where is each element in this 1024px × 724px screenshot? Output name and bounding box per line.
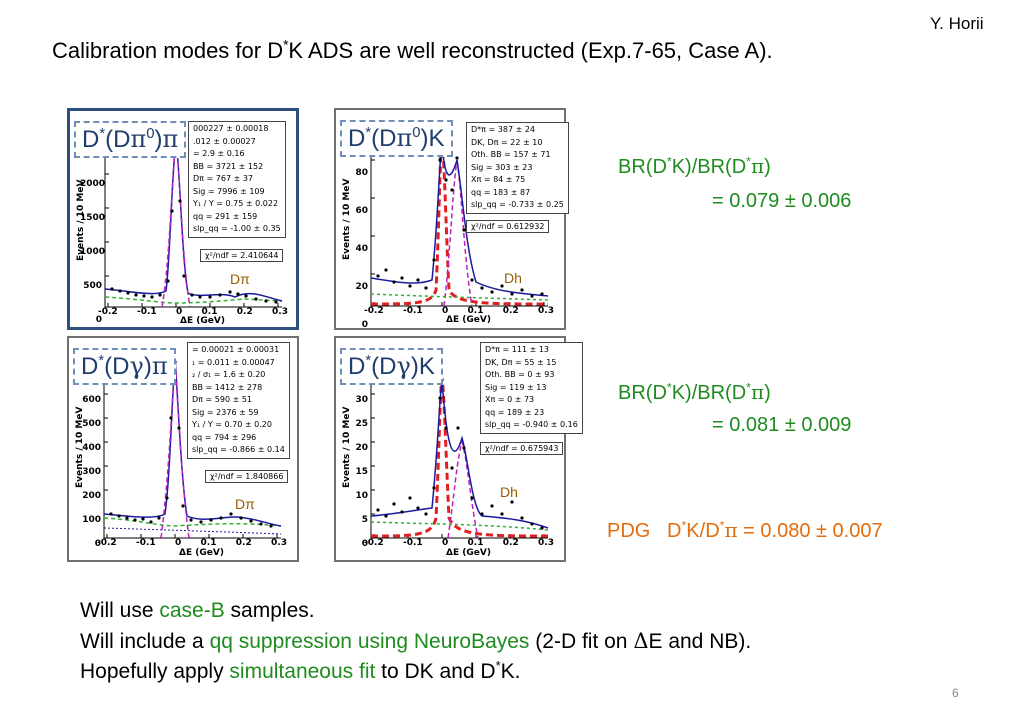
fit-curve bbox=[103, 357, 282, 527]
note-1: Will use case-B samples. bbox=[80, 599, 315, 622]
bkg-curve bbox=[370, 521, 549, 531]
ratio-2-label: BR(D*K)/BR(D*π) bbox=[618, 380, 771, 404]
author-name: Y. Horii bbox=[930, 14, 984, 33]
y-tick-labels: 2000 1500 1000 500 0 bbox=[80, 179, 106, 325]
plot-panel-dgamma-k: Events / 10 MeV ΔE (GeV) -0.2 -0.1 0 0.1 0.2… bbox=[334, 336, 583, 562]
x-tick-labels: -0.2 -0.1 0 0.1 0.2 0.3 bbox=[97, 538, 287, 548]
signal-curve bbox=[160, 363, 190, 539]
chi2-box: χ²/ndf = 0.675943 bbox=[480, 442, 564, 455]
mode-label: D*(Dγ)π bbox=[73, 348, 176, 385]
x-axis-label: ΔE (GeV) bbox=[446, 315, 491, 325]
fit-stats-box: D*π = 387 ± 24 DK, Dπ = 22 ± 10 Oth. BB = … bbox=[466, 122, 569, 214]
x-tick-labels: -0.2 -0.1 0 0.1 0.2 0.3 bbox=[364, 538, 554, 548]
ratio-1-label: BR(D*K)/BR(D*π) bbox=[618, 154, 771, 178]
slide-title: Calibration modes for D*K ADS are well r… bbox=[52, 37, 773, 63]
chi2-box: χ²/ndf = 1.840866 bbox=[205, 470, 289, 483]
data-points bbox=[376, 156, 544, 298]
x-axis-label: ΔE (GeV) bbox=[179, 548, 224, 558]
qq-curve bbox=[103, 527, 282, 535]
chi2-box: χ²/ndf = 0.612932 bbox=[466, 220, 550, 233]
fit-curve bbox=[370, 141, 549, 297]
x-tick-labels: -0.2 -0.1 0 0.1 0.2 0.3 bbox=[364, 306, 554, 316]
signal-curve bbox=[447, 439, 479, 539]
fit-stats-box: = 0.00021 ± 0.00031 ₁ = 0.011 ± 0.00047 ₂ … bbox=[187, 342, 290, 459]
fit-stats-box: D*π = 111 ± 13 DK, Dπ = 55 ± 15 Oth. BB = … bbox=[480, 342, 583, 434]
notes-list: Will use case-B samples. Will include a … bbox=[80, 596, 751, 687]
histogram-dgamma-pi bbox=[103, 350, 282, 539]
page-number: 6 bbox=[952, 686, 959, 700]
plot-panel-dgamma-pi: Events / 10 MeV ΔE (GeV) -0.2 -0.1 0 0.1 0.2… bbox=[67, 336, 299, 562]
mode-label: D*(Dγ)K bbox=[340, 348, 443, 385]
decay-tag: Dπ bbox=[235, 496, 255, 512]
bkg-curve bbox=[370, 293, 549, 301]
y-tick-labels: 7006005004003002001000 bbox=[82, 371, 101, 549]
decay-tag: Dh bbox=[504, 270, 522, 286]
x-tick-labels: -0.2 -0.1 0 0.1 0.2 0.3 bbox=[98, 307, 288, 317]
x-axis-label: ΔE (GeV) bbox=[446, 548, 491, 558]
decay-tag: Dπ bbox=[230, 271, 250, 287]
data-points bbox=[109, 360, 273, 528]
y-tick-labels: 80 60 40 20 0 bbox=[355, 168, 368, 330]
pdg-value: PDG D*K/D*π = 0.080 ± 0.007 bbox=[607, 518, 883, 542]
plot-panel-dpi0-k: Events / 10 MeV ΔE (GeV) -0.2 -0.1 0 0.1 0.2… bbox=[334, 108, 569, 330]
decay-tag: Dh bbox=[500, 484, 518, 500]
note-2: Will include a qq suppression using Neur… bbox=[80, 629, 752, 653]
ratio-2-value: = 0.081 ± 0.009 bbox=[712, 414, 852, 436]
y-tick-labels: 35302520151050 bbox=[355, 371, 368, 549]
note-3: Hopefully apply simultaneous fit to DK a… bbox=[80, 658, 521, 683]
mode-label: D*(Dπ0)K bbox=[340, 120, 453, 157]
fit-curve bbox=[370, 381, 549, 529]
data-points bbox=[376, 396, 544, 530]
fit-stats-box: 000227 ± 0.00018.012 ± 0.00027 = 2.9 ± 0.… bbox=[188, 121, 286, 238]
bkg-curve bbox=[104, 296, 283, 304]
ratio-1-value: = 0.079 ± 0.006 bbox=[712, 190, 852, 212]
mode-label: D*(Dπ0)π bbox=[74, 121, 187, 158]
x-axis-label: ΔE (GeV) bbox=[180, 316, 225, 326]
plot-panel-dpi0-pi: Events / 10 MeV ΔE (GeV) -0.2 -0.1 0 0.1 0.2… bbox=[67, 108, 299, 330]
chi2-box: χ²/ndf = 2.410644 bbox=[200, 249, 284, 262]
